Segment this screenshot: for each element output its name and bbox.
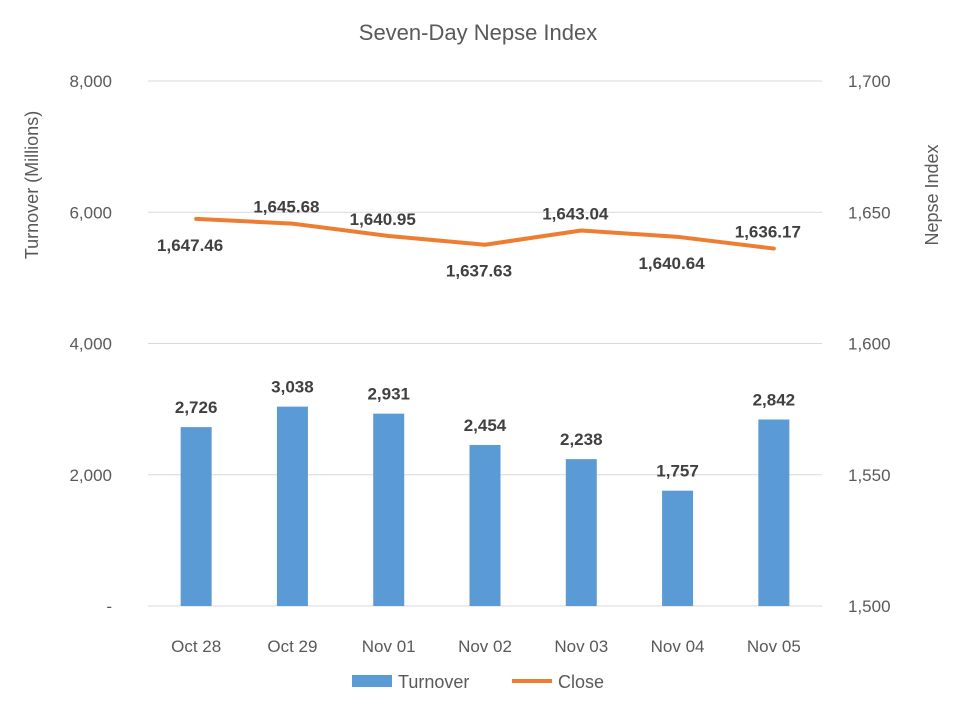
bar-turnover: [566, 459, 597, 606]
bar-turnover: [470, 445, 501, 606]
left-tick-label: 8,000: [69, 72, 112, 91]
bar-data-label: 2,238: [560, 430, 603, 449]
line-data-label: 1,643.04: [542, 205, 609, 224]
chart-title: Seven-Day Nepse Index: [359, 20, 597, 45]
bar-turnover: [662, 491, 693, 606]
left-axis-label: Turnover (Millions): [22, 111, 42, 259]
x-tick-label: Oct 28: [171, 637, 221, 656]
line-data-label: 1,640.64: [638, 254, 705, 273]
x-tick-label: Nov 04: [651, 637, 705, 656]
bar-turnover: [758, 419, 789, 606]
bar-turnover: [181, 427, 212, 606]
bar-data-label: 3,038: [271, 378, 314, 397]
x-tick-label: Nov 03: [554, 637, 608, 656]
right-tick-label: 1,500: [848, 597, 891, 616]
bar-data-label: 2,454: [464, 416, 507, 435]
bar-turnover: [373, 414, 404, 606]
bar-data-label: 1,757: [656, 462, 699, 481]
bar-turnover: [277, 407, 308, 606]
line-data-label: 1,637.63: [446, 262, 512, 281]
line-data-label: 1,645.68: [253, 198, 319, 217]
right-axis-label: Nepse Index: [922, 144, 942, 245]
x-tick-label: Nov 01: [362, 637, 416, 656]
line-data-label: 1,647.46: [157, 236, 223, 255]
right-tick-label: 1,650: [848, 203, 891, 222]
legend-label-close: Close: [558, 672, 604, 692]
right-tick-label: 1,550: [848, 466, 891, 485]
x-tick-label: Oct 29: [267, 637, 317, 656]
legend: Turnover Close: [352, 672, 604, 692]
bar-data-label: 2,726: [175, 398, 218, 417]
x-tick-label: Nov 02: [458, 637, 512, 656]
bar-data-label: 2,931: [367, 385, 410, 404]
line-close: [196, 219, 774, 249]
right-tick-label: 1,700: [848, 72, 891, 91]
left-tick-label: -: [106, 597, 112, 616]
legend-label-turnover: Turnover: [398, 672, 469, 692]
left-tick-label: 6,000: [69, 203, 112, 222]
line-data-label: 1,636.17: [735, 223, 801, 242]
line-data-label: 1,640.95: [350, 210, 416, 229]
left-tick-label: 4,000: [69, 335, 112, 354]
right-tick-label: 1,600: [848, 335, 891, 354]
bar-data-label: 2,842: [753, 390, 796, 409]
x-tick-label: Nov 05: [747, 637, 801, 656]
legend-swatch-turnover: [352, 675, 392, 687]
left-tick-label: 2,000: [69, 466, 112, 485]
